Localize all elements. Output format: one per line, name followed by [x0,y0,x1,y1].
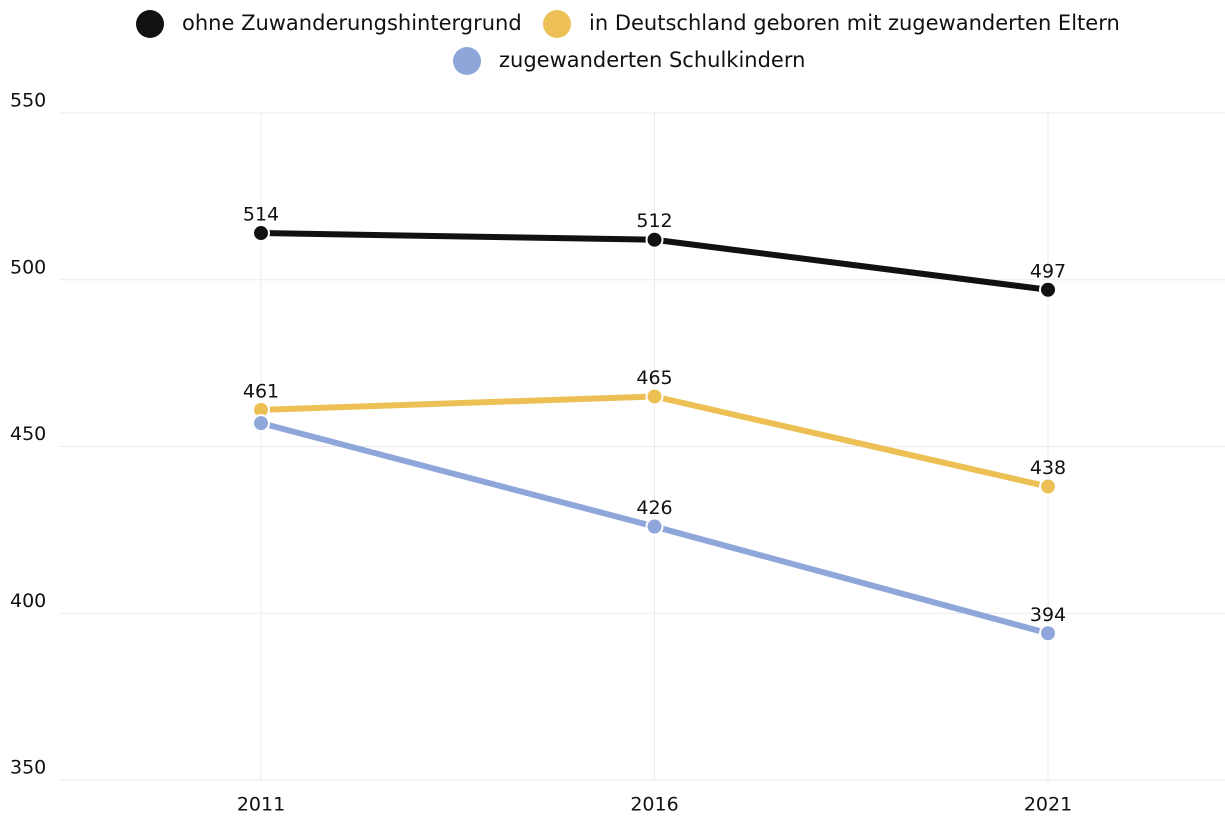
point [645,517,664,536]
point [645,230,664,249]
legend-label: ohne Zuwanderungshintergrund [182,11,522,35]
data-label: 497 [1030,260,1066,282]
legend-label: in Deutschland geboren mit zugewanderten… [589,11,1120,35]
legend-swatch [453,47,481,75]
data-label: 465 [636,367,672,389]
y-tick-label: 350 [10,757,46,779]
data-label: 426 [636,497,672,519]
x-tick-label: 2011 [237,794,285,816]
data-label: 514 [243,204,279,226]
point [645,387,664,406]
x-tick-label: 2016 [630,794,678,816]
point [1039,477,1057,496]
data-label: 461 [243,380,279,402]
legend-swatch [543,10,571,38]
data-label: 512 [636,210,672,232]
y-tick-label: 400 [10,590,46,612]
y-tick-label: 550 [10,90,46,112]
x-tick-label: 2021 [1024,794,1072,816]
point [252,224,270,243]
point [252,414,270,433]
point [1039,624,1057,643]
point [1039,280,1057,299]
data-label: 394 [1030,604,1066,626]
y-tick-label: 500 [10,256,46,278]
y-tick-label: 450 [10,423,46,445]
legend-swatch [136,10,164,38]
data-label: 438 [1030,457,1066,479]
legend-label: zugewanderten Schulkindern [499,48,805,72]
